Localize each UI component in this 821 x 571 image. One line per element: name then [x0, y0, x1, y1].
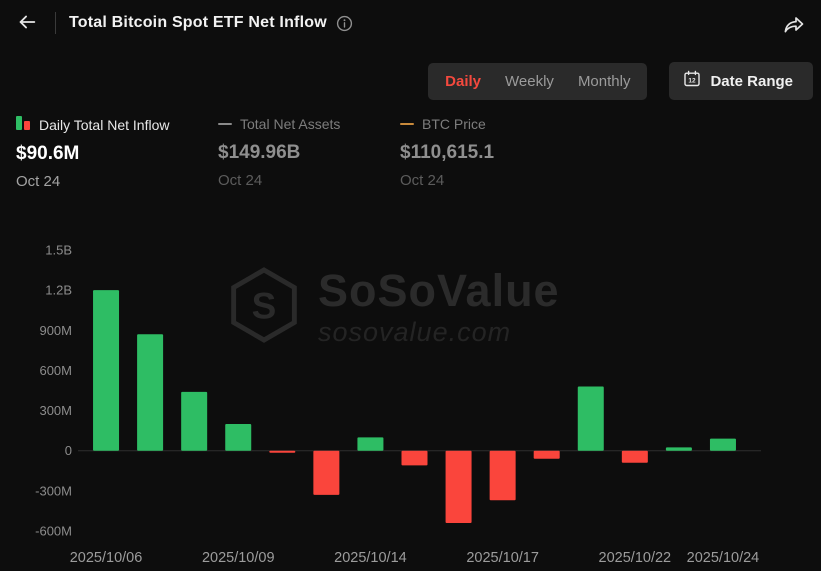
svg-text:900M: 900M — [39, 323, 72, 338]
arrow-left-icon — [16, 11, 38, 36]
svg-text:-600M: -600M — [35, 523, 72, 538]
bar[interactable] — [357, 437, 384, 451]
net-assets-date: Oct 24 — [218, 172, 263, 189]
share-button[interactable] — [780, 11, 808, 42]
svg-text:2025/10/14: 2025/10/14 — [334, 550, 407, 566]
btc-price-dash-icon — [400, 123, 414, 125]
controls-row: Daily Weekly Monthly 12 Date Range — [428, 62, 813, 100]
net-assets-value: $149.96B — [218, 142, 301, 163]
legend-net-assets[interactable]: Total Net Assets $149.96B Oct 24 — [218, 116, 340, 189]
svg-text:1.5B: 1.5B — [45, 243, 72, 258]
svg-text:2025/10/17: 2025/10/17 — [466, 550, 539, 566]
svg-text:2025/10/22: 2025/10/22 — [599, 550, 672, 566]
bar[interactable] — [709, 438, 736, 451]
bar[interactable] — [665, 447, 692, 451]
svg-text:2025/10/09: 2025/10/09 — [202, 550, 275, 566]
header-divider — [55, 12, 56, 34]
bar-chart-canvas[interactable]: 1.5B 1.2B 900M 600M 300M 0 -300M -600M 2025/10/0… — [0, 228, 821, 571]
btc-price-value: $110,615.1 — [400, 142, 495, 163]
bar[interactable] — [621, 450, 648, 463]
date-range-button[interactable]: 12 Date Range — [669, 62, 813, 100]
bar[interactable] — [225, 423, 252, 451]
net-inflow-value: $90.6M — [16, 143, 80, 164]
bar-series-icon — [16, 116, 31, 133]
header: Total Bitcoin Spot ETF Net Inflow — [0, 0, 821, 46]
page-title: Total Bitcoin Spot ETF Net Inflow — [69, 14, 327, 31]
period-tabs: Daily Weekly Monthly — [428, 62, 648, 100]
share-icon — [782, 17, 806, 40]
svg-text:-300M: -300M — [35, 483, 72, 498]
svg-text:1.2B: 1.2B — [45, 283, 72, 298]
bar[interactable] — [401, 450, 428, 466]
legend-net-inflow[interactable]: Daily Total Net Inflow $90.6M Oct 24 — [16, 116, 169, 190]
date-range-label: Date Range — [710, 72, 793, 90]
bar[interactable] — [445, 450, 472, 523]
svg-text:2025/10/06: 2025/10/06 — [70, 550, 143, 566]
svg-text:0: 0 — [65, 443, 72, 458]
legend-btc-price[interactable]: BTC Price $110,615.1 Oct 24 — [400, 116, 494, 189]
net-inflow-date: Oct 24 — [16, 173, 61, 190]
tab-daily[interactable]: Daily — [434, 68, 492, 95]
net-inflow-bar-chart[interactable]: S SoSoValue sosovalue.com 1.5B 1.2B 900M 60… — [0, 228, 821, 571]
bar[interactable] — [181, 391, 208, 451]
bar[interactable] — [93, 290, 120, 451]
legend-label: BTC Price — [422, 116, 486, 132]
svg-text:600M: 600M — [39, 363, 72, 378]
btc-price-date: Oct 24 — [400, 172, 445, 189]
bar[interactable] — [533, 450, 560, 459]
net-assets-dash-icon — [218, 123, 232, 125]
bar[interactable] — [489, 450, 516, 501]
bar[interactable] — [577, 386, 604, 451]
tab-monthly[interactable]: Monthly — [567, 68, 642, 95]
svg-text:2025/10/24: 2025/10/24 — [687, 550, 760, 566]
bar[interactable] — [269, 450, 296, 453]
svg-text:12: 12 — [689, 78, 697, 85]
bar[interactable] — [313, 450, 340, 495]
bar[interactable] — [137, 334, 164, 451]
info-icon[interactable] — [336, 15, 353, 32]
calendar-icon: 12 — [683, 70, 701, 92]
tab-weekly[interactable]: Weekly — [494, 68, 565, 95]
svg-text:300M: 300M — [39, 403, 72, 418]
legend-label: Daily Total Net Inflow — [39, 116, 170, 133]
back-button[interactable] — [12, 7, 42, 40]
legend-label: Total Net Assets — [240, 116, 341, 132]
